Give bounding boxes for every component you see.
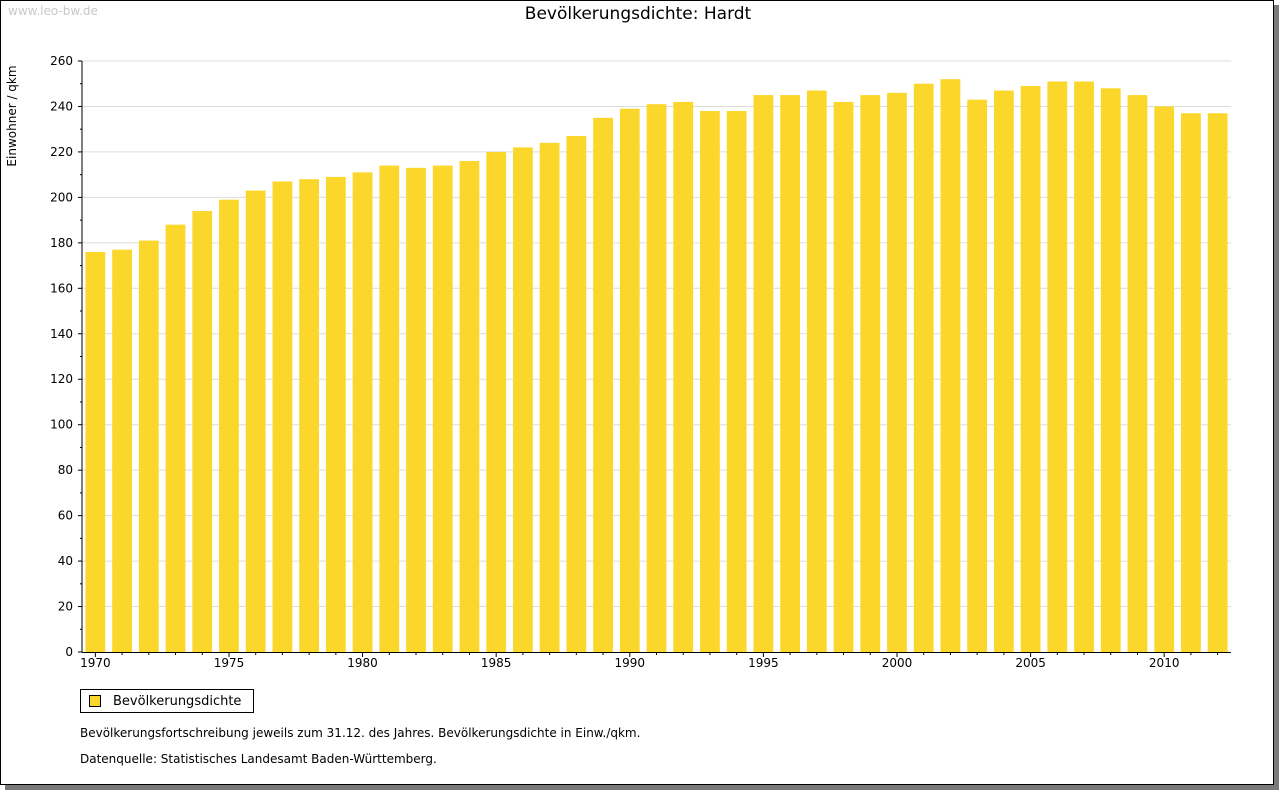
bar-2005 — [1020, 86, 1041, 652]
bar-1996 — [780, 95, 800, 653]
legend: Bevölkerungsdichte — [80, 689, 254, 713]
bar-1991 — [646, 104, 667, 652]
x-tick-label-1985: 1985 — [481, 656, 512, 670]
bar-1988 — [566, 136, 587, 652]
bar-1990 — [619, 108, 640, 652]
y-tick-label-40: 40 — [58, 554, 73, 568]
x-tick-label-1990: 1990 — [615, 656, 646, 670]
bar-2010 — [1154, 106, 1175, 652]
bar-2004 — [993, 90, 1014, 653]
y-tick-label-200: 200 — [50, 190, 73, 204]
x-axis-ticks: 1970 1975 1980 1985 1990 1995 2000 2005 2010 — [80, 652, 1219, 670]
bar-1971 — [112, 249, 132, 652]
bar-1982 — [406, 167, 426, 653]
y-tick-label-180: 180 — [50, 236, 73, 250]
bar-1978 — [299, 179, 320, 652]
bar-1974 — [192, 211, 213, 652]
x-tick-label-1980: 1980 — [347, 656, 378, 670]
y-tick-label-220: 220 — [50, 145, 73, 159]
y-tick-label-240: 240 — [50, 99, 73, 113]
y-tick-label-0: 0 — [65, 645, 73, 659]
legend-swatch — [89, 695, 101, 707]
x-tick-label-2005: 2005 — [1015, 656, 1046, 670]
y-tick-label-140: 140 — [50, 327, 73, 341]
x-tick-label-2000: 2000 — [882, 656, 913, 670]
bar-1997 — [806, 90, 827, 653]
bar-1970 — [85, 251, 106, 652]
bar-1987 — [539, 142, 560, 653]
bar-1981 — [379, 165, 400, 653]
bar-1979 — [325, 176, 346, 652]
watermark: www.leo-bw.de — [8, 4, 98, 18]
bar-2011 — [1181, 113, 1201, 653]
bar-1977 — [272, 181, 293, 652]
bar-1995 — [753, 95, 774, 653]
y-tick-label-60: 60 — [58, 509, 73, 523]
bar-1985 — [486, 151, 507, 652]
bar-1993 — [700, 111, 720, 652]
bar-1994 — [726, 111, 747, 652]
x-tick-label-1970: 1970 — [80, 656, 111, 670]
x-tick-label-2010: 2010 — [1149, 656, 1180, 670]
chart-title: Bevölkerungsdichte: Hardt — [524, 4, 752, 24]
x-tick-label-1975: 1975 — [214, 656, 245, 670]
bar-2002 — [940, 79, 961, 652]
bar-1989 — [593, 117, 613, 653]
x-tick-label-1995: 1995 — [748, 656, 779, 670]
y-tick-label-20: 20 — [58, 600, 73, 614]
bar-1972 — [138, 240, 159, 653]
bar-1973 — [165, 224, 186, 652]
bar-2001 — [913, 83, 934, 652]
y-tick-label-160: 160 — [50, 281, 73, 295]
bar-1975 — [219, 199, 239, 652]
bar-2012 — [1207, 113, 1228, 653]
bar-1999 — [860, 95, 881, 653]
bar-2009 — [1127, 95, 1148, 653]
y-tick-label-260: 260 — [50, 54, 73, 68]
bar-1992 — [673, 101, 694, 652]
bar-2007 — [1074, 81, 1094, 652]
bar-2008 — [1100, 88, 1121, 653]
bar-series — [85, 79, 1228, 653]
bar-1983 — [432, 165, 453, 653]
bar-1976 — [245, 190, 266, 653]
y-tick-label-100: 100 — [50, 418, 73, 432]
bar-2003 — [967, 99, 988, 652]
footnote-source: Datenquelle: Statistisches Landesamt Bad… — [80, 752, 437, 766]
bar-1986 — [513, 147, 533, 652]
footnote-methodology: Bevölkerungsfortschreibung jeweils zum 3… — [80, 726, 641, 740]
bar-1998 — [833, 101, 854, 652]
bar-1984 — [459, 161, 480, 652]
bar-1980 — [352, 172, 373, 652]
y-axis-ticks: 0 20 40 60 80 100 120 140 160 180 200 220 240 260 — [50, 54, 82, 659]
bar-2006 — [1047, 81, 1068, 652]
legend-label: Bevölkerungsdichte — [113, 693, 242, 709]
bar-2000 — [887, 92, 907, 653]
y-tick-label-80: 80 — [58, 463, 73, 477]
bar-chart: 0 20 40 60 80 100 120 140 160 180 200 220 240 260 197… — [50, 54, 1231, 670]
y-tick-label-120: 120 — [50, 372, 73, 386]
